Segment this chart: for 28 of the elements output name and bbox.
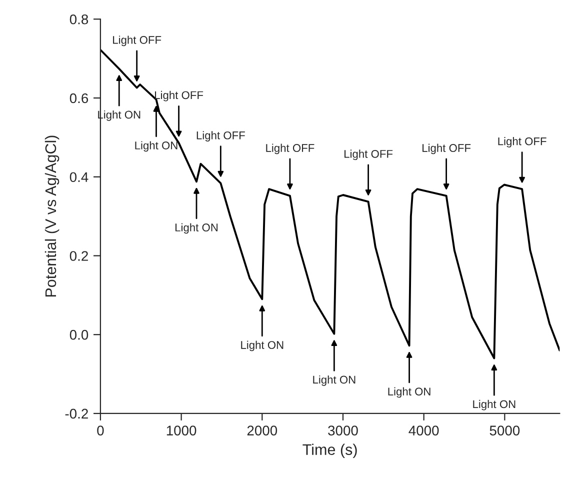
y-axis-title: Potential (V vs Ag/AgCl) [44, 136, 60, 297]
line-series [100, 48, 560, 360]
annotation: Light OFF [266, 144, 314, 154]
y-tick-label: 0.8 [70, 14, 88, 24]
x-tick-label: 5000 [490, 426, 520, 436]
x-tick-label: 1000 [166, 426, 196, 436]
annotation: Light ON [175, 223, 218, 234]
annotation: Light OFF [422, 144, 471, 154]
annotation: Light OFF [155, 90, 204, 102]
y-tick-label: 0.2 [70, 251, 88, 261]
y-tick-label: 0.0 [70, 330, 88, 340]
y-tick-label: -0.2 [65, 408, 88, 419]
annotation: Light ON [388, 387, 430, 398]
x-tick-label: 3000 [328, 426, 358, 436]
x-tick-label: 0 [97, 426, 104, 436]
x-axis-title: Time (s) [302, 444, 357, 458]
annotation: Light ON [313, 375, 356, 386]
annotation: Light OFF [344, 150, 393, 160]
annotation: Light ON [241, 340, 284, 352]
y-tick-label: 0.4 [70, 172, 88, 182]
y-tick-label: 0.6 [70, 93, 88, 104]
x-tick-label: 2000 [247, 426, 278, 436]
annotation: Light OFF [196, 131, 245, 142]
annotation: Light OFF [113, 36, 162, 46]
annotation: Light ON [473, 400, 516, 410]
annotation: Light ON [135, 141, 178, 152]
annotation: Light OFF [498, 137, 546, 148]
x-tick-label: 4000 [408, 426, 439, 436]
